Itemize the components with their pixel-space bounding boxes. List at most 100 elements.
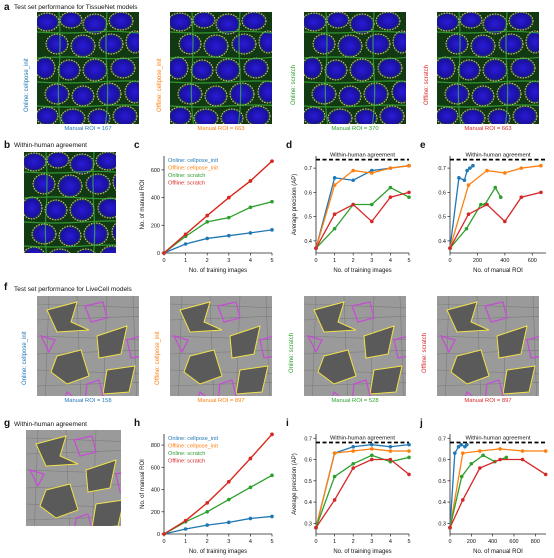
data-point [466, 212, 471, 216]
data-point [183, 242, 188, 246]
series-line [315, 443, 410, 528]
data-point [448, 525, 452, 530]
series-line [163, 474, 273, 535]
livecell-label-1: Offline: cellpose_init [155, 331, 161, 385]
data-point [370, 202, 374, 207]
data-point [351, 449, 355, 453]
y-tick-label: 0.5 [438, 215, 446, 221]
data-point [227, 479, 231, 484]
tissuenet-image-offline-scratch [437, 12, 539, 124]
series-line [449, 186, 502, 249]
panel-letter-e: e [420, 140, 426, 151]
panel-letter-j: j [420, 418, 423, 429]
data-point [466, 183, 471, 187]
data-point [370, 219, 374, 224]
data-point [332, 183, 337, 187]
legend-entry: Online: scratch [168, 173, 205, 179]
data-point [205, 213, 209, 218]
y-tick-label: 200 [151, 510, 160, 516]
data-point [332, 212, 337, 216]
x-tick-label: 200 [467, 539, 476, 545]
x-tick-label: 0 [314, 258, 317, 264]
series-line [315, 448, 409, 528]
data-point [481, 453, 485, 458]
data-point [388, 449, 393, 453]
data-point [205, 509, 209, 514]
y-tick-label: 0.3 [304, 521, 312, 527]
data-point [520, 457, 525, 462]
x-tick-label: 0 [314, 539, 317, 545]
series-line [315, 458, 410, 528]
data-point [462, 178, 467, 183]
x-tick-label: 2 [352, 539, 355, 545]
data-point [504, 455, 509, 460]
data-point [407, 449, 411, 453]
tissuenet-caption-0: Manual ROI = 167 [64, 126, 112, 132]
series-line [163, 201, 273, 254]
chart-c: 0 1 2 3 4 5 0 200 400 600 No. of training images No… [140, 156, 274, 274]
y-tick-label: 800 [151, 443, 160, 449]
data-point [485, 202, 489, 207]
x-tick-label: 1 [184, 258, 187, 264]
data-point [543, 472, 548, 477]
y-tick-label: 0.4 [438, 239, 446, 245]
reference-line-label: Within-human agreement [330, 153, 395, 159]
data-point [448, 246, 452, 250]
data-point [407, 455, 411, 460]
series-line [315, 454, 410, 528]
x-tick-label: 3 [370, 258, 373, 264]
x-tick-label: 200 [473, 258, 482, 264]
tissue-image [37, 12, 139, 124]
data-point [351, 168, 355, 173]
data-point [205, 523, 209, 527]
data-point [162, 251, 166, 255]
panel-letter-h: h [134, 418, 141, 429]
data-point [388, 166, 393, 170]
series-line [315, 191, 410, 249]
chart-e: 0 200 400 600 0.4 0.5 0.6 0.7 No. of manual ROI W… [438, 153, 546, 274]
data-point [332, 226, 337, 231]
x-tick-label: 5 [407, 258, 410, 264]
tissue-image [304, 12, 406, 124]
x-tick-label: 2 [206, 258, 209, 264]
tissue-image [24, 152, 116, 253]
data-point [227, 195, 231, 200]
legend-entry: Online: cellpose_init [168, 158, 219, 164]
x-tick-label: 4 [249, 539, 252, 545]
tissuenet-caption-2: Manual ROI = 370 [331, 126, 379, 132]
x-tick-label: 400 [500, 258, 509, 264]
x-tick-label: 1 [184, 539, 187, 545]
y-tick-label: 0.7 [438, 436, 446, 442]
panel-letter-g: g [4, 418, 11, 429]
x-axis-label: No. of manual ROI [473, 268, 523, 274]
panel-letter-b: b [4, 140, 11, 151]
series-line [163, 433, 273, 535]
x-tick-label: 600 [528, 258, 537, 264]
data-point [248, 205, 253, 210]
data-point [205, 501, 209, 505]
legend-entry: Offline: scratch [168, 181, 205, 187]
x-tick-label: 0 [448, 539, 451, 545]
series-line [315, 186, 410, 249]
data-point [478, 466, 482, 470]
data-point [503, 171, 507, 175]
livecell-caption-0: Manual ROI = 158 [64, 398, 112, 404]
x-tick-label: 800 [531, 539, 540, 545]
x-tick-label: 4 [389, 539, 392, 545]
data-point [456, 444, 461, 449]
x-tick-label: 5 [407, 539, 410, 545]
y-axis-label: Average precision (AP) [292, 453, 298, 515]
series-line [449, 191, 542, 249]
livecell-image-online-scratch [304, 296, 406, 396]
legend-entry: Offline: scratch [168, 459, 205, 465]
data-point [205, 220, 209, 224]
data-point [351, 178, 355, 183]
data-point [270, 228, 274, 232]
data-point [539, 190, 543, 195]
y-tick-label: 0.4 [304, 239, 312, 245]
data-point [407, 190, 411, 195]
data-point [543, 449, 548, 453]
y-tick-label: 200 [151, 223, 160, 229]
x-tick-label: 3 [227, 539, 230, 545]
data-point [314, 246, 318, 250]
